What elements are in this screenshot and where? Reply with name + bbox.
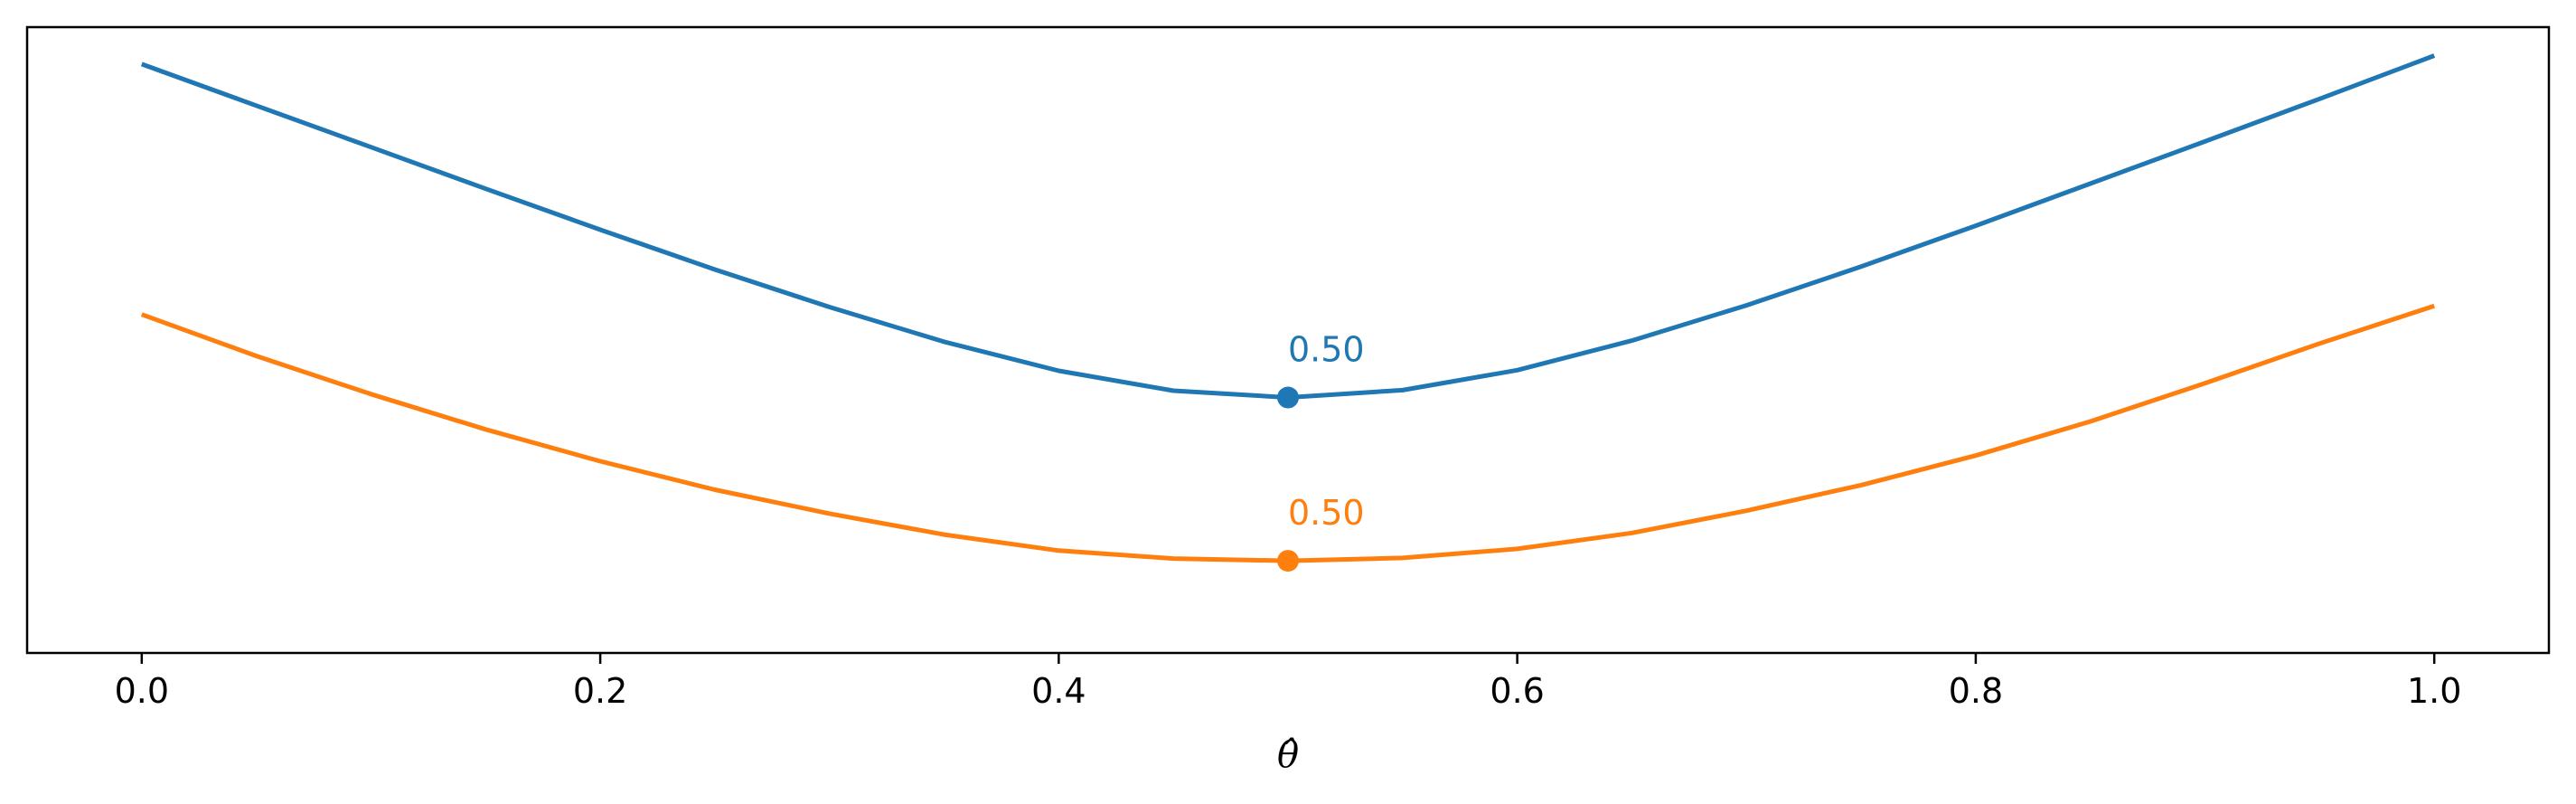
x-tick-label: 0.6 — [1490, 671, 1544, 711]
x-axis-label: θ̂ — [1277, 734, 1299, 776]
minimum-annotation-1: 0.50 — [1288, 330, 1365, 370]
plot-area: 0.50 0.50 — [140, 53, 2436, 572]
minimum-point-2 — [1277, 550, 1299, 572]
x-tick-label: 0.8 — [1949, 671, 2003, 711]
axes-frame — [25, 25, 2551, 655]
x-tick-label: 0.2 — [573, 671, 627, 711]
x-tick-label: 0.0 — [115, 671, 169, 711]
minimum-point-1 — [1277, 386, 1299, 409]
minimum-annotation-2: 0.50 — [1288, 493, 1365, 533]
x-tick-label: 1.0 — [2407, 671, 2461, 711]
x-axis: 0.0 0.2 0.4 0.6 0.8 1.0 — [115, 653, 2461, 711]
x-tick-label: 0.4 — [1031, 671, 1086, 711]
